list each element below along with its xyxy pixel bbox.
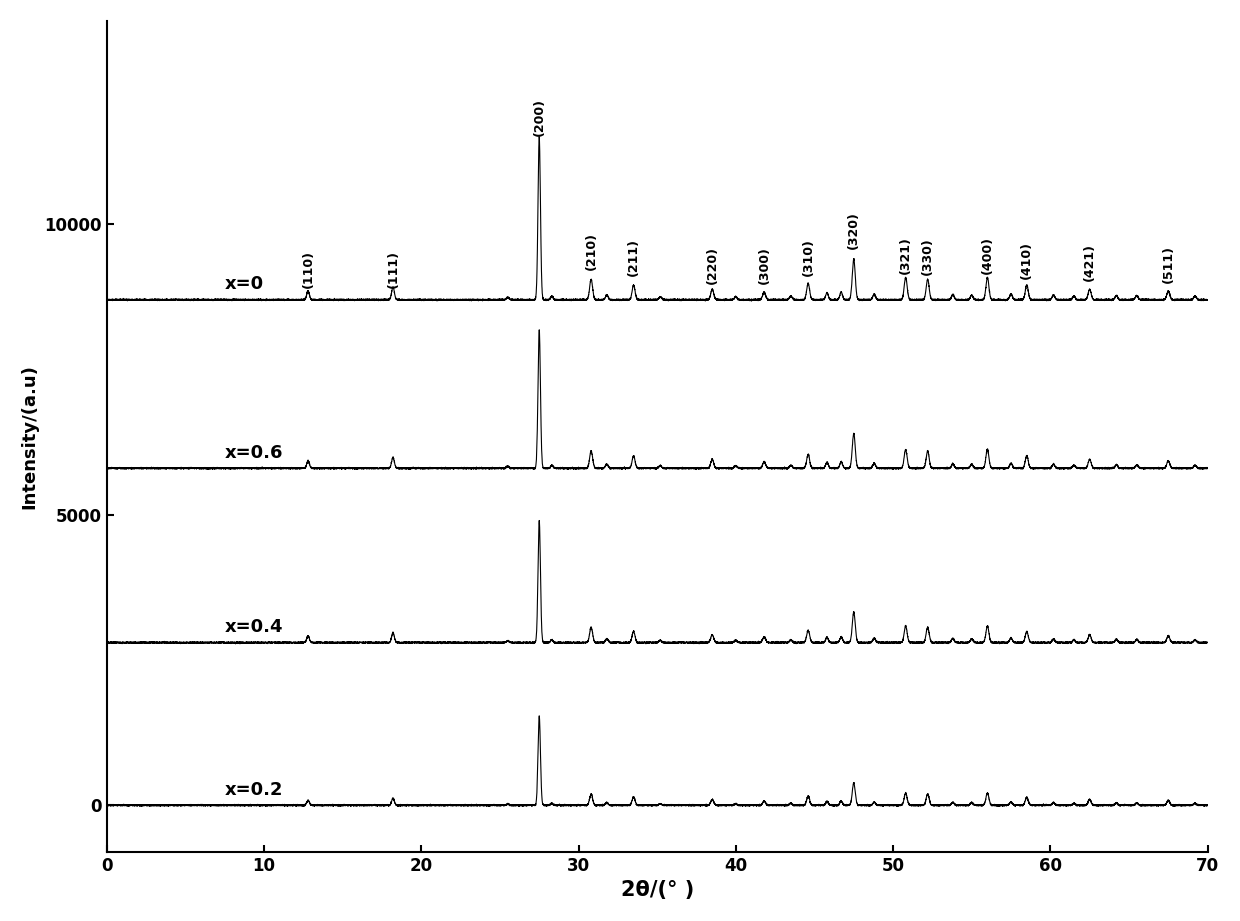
Text: (210): (210) xyxy=(584,231,598,270)
Text: (410): (410) xyxy=(1021,241,1033,279)
Text: (320): (320) xyxy=(847,211,861,250)
Text: (211): (211) xyxy=(627,239,640,276)
Text: (321): (321) xyxy=(899,236,913,274)
Text: (310): (310) xyxy=(801,239,815,276)
Text: (220): (220) xyxy=(706,246,719,284)
Text: x=0.4: x=0.4 xyxy=(224,618,283,636)
Text: x=0: x=0 xyxy=(224,275,264,293)
Text: (111): (111) xyxy=(387,251,399,288)
Text: x=0.2: x=0.2 xyxy=(224,781,283,799)
Text: (300): (300) xyxy=(758,246,770,284)
Text: (110): (110) xyxy=(301,251,315,288)
Text: (400): (400) xyxy=(981,236,994,274)
X-axis label: 2θ/(° ): 2θ/(° ) xyxy=(620,880,694,900)
Y-axis label: Intensity/(a.u): Intensity/(a.u) xyxy=(21,364,38,508)
Text: (200): (200) xyxy=(533,98,546,136)
Text: (330): (330) xyxy=(921,237,934,274)
Text: (511): (511) xyxy=(1162,246,1174,284)
Text: (421): (421) xyxy=(1084,243,1096,281)
Text: x=0.6: x=0.6 xyxy=(224,444,283,461)
